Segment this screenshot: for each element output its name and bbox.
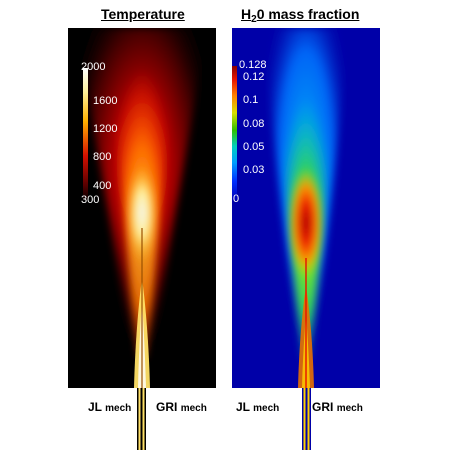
- temperature-colorbar: [83, 68, 88, 201]
- gri-label-text: GRI: [156, 400, 178, 414]
- gri-mech-label-h2o: GRI mech: [312, 400, 363, 414]
- jl-mech-label-temperature: JL mech: [88, 400, 131, 414]
- h2o-title-rest: 0 mass fraction: [256, 6, 360, 22]
- h2o-colorbar: [232, 66, 237, 200]
- jl-label-text: JL: [88, 400, 102, 414]
- h2o-tick-0: 0: [233, 193, 240, 205]
- h2o-tick-0.08: 0.08: [243, 118, 265, 130]
- mech-label-text: mech: [253, 403, 280, 414]
- mech-label-text: mech: [105, 403, 132, 414]
- temp-tick-2000: 2000: [81, 61, 106, 73]
- temp-tick-800: 800: [93, 151, 112, 163]
- temperature-nozzle-jet: [137, 388, 146, 450]
- h2o-flame-graphic: [266, 28, 346, 388]
- h2o-tick-0.12: 0.12: [243, 71, 265, 83]
- gri-mech-label-temperature: GRI mech: [156, 400, 207, 414]
- h2o-nozzle-jet: [302, 388, 311, 450]
- jl-label-text: JL: [236, 400, 250, 414]
- mech-label-text: mech: [180, 403, 207, 414]
- h2o-contour-plot: [232, 28, 380, 388]
- h2o-tick-0.03: 0.03: [243, 164, 265, 176]
- temp-tick-1600: 1600: [93, 95, 118, 107]
- jl-mech-label-h2o: JL mech: [236, 400, 279, 414]
- h2o-tick-0.128: 0.128: [239, 59, 267, 71]
- mech-label-text: mech: [336, 403, 363, 414]
- temperature-flame-graphic: [78, 28, 206, 388]
- temp-tick-300: 300: [81, 194, 100, 206]
- h2o-tick-0.05: 0.05: [243, 141, 265, 153]
- gri-label-text: GRI: [312, 400, 334, 414]
- h2o-title-subscript: 2: [251, 14, 257, 25]
- temperature-contour-plot: [68, 28, 216, 388]
- h2o-title-h: H: [241, 6, 252, 22]
- temp-tick-400: 400: [93, 180, 112, 192]
- temperature-panel-title: Temperature: [101, 6, 185, 22]
- temp-tick-1200: 1200: [93, 123, 118, 135]
- h2o-panel-title: H20 mass fraction: [241, 6, 360, 25]
- h2o-tick-0.1: 0.1: [243, 94, 259, 106]
